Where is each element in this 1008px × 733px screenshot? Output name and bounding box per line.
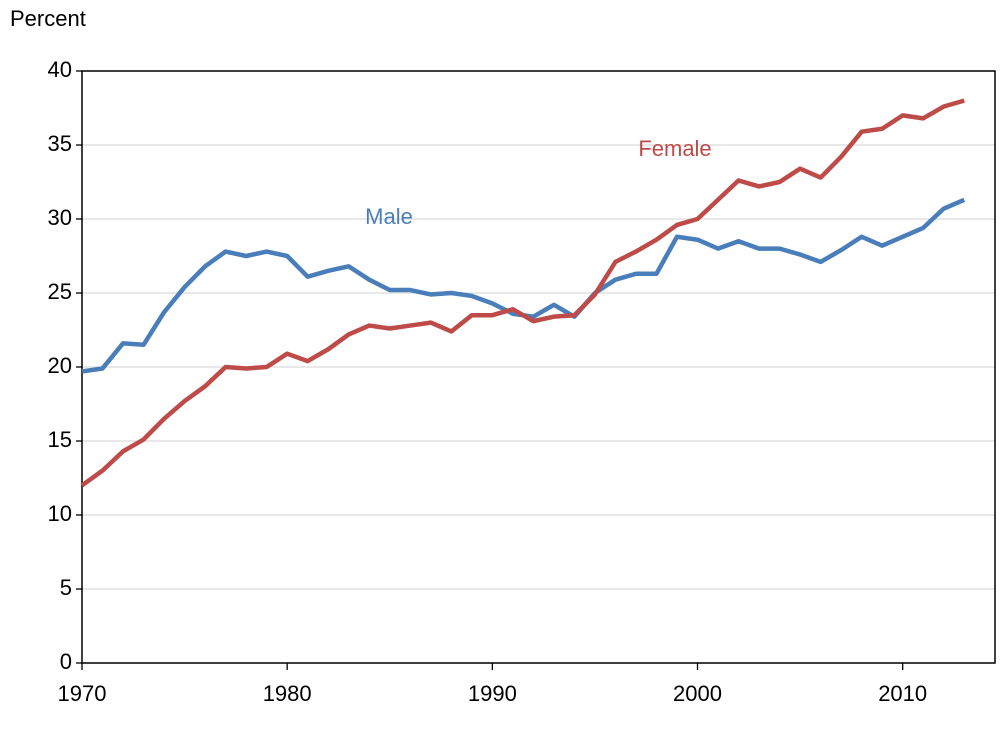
x-tick-label: 2000 xyxy=(673,681,722,706)
y-tick-label: 40 xyxy=(48,57,72,82)
y-tick-label: 0 xyxy=(60,649,72,674)
plot-border xyxy=(81,70,996,664)
series-line xyxy=(80,98,965,488)
series-label: Female xyxy=(638,136,711,161)
y-tick-label: 5 xyxy=(60,575,72,600)
y-tick-label: 10 xyxy=(48,501,72,526)
y-tick-label: 20 xyxy=(48,353,72,378)
series-line xyxy=(81,197,966,374)
y-tick-label: 15 xyxy=(48,427,72,452)
x-tick-label: 1990 xyxy=(468,681,517,706)
x-tick-label: 1970 xyxy=(58,681,107,706)
y-axis-label: Percent xyxy=(10,6,86,31)
x-tick-label: 1980 xyxy=(263,681,312,706)
series-label: Male xyxy=(365,204,413,229)
x-tick-label: 2010 xyxy=(878,681,927,706)
y-tick-label: 35 xyxy=(48,131,72,156)
y-tick-label: 30 xyxy=(48,205,72,230)
y-tick-label: 25 xyxy=(48,279,72,304)
